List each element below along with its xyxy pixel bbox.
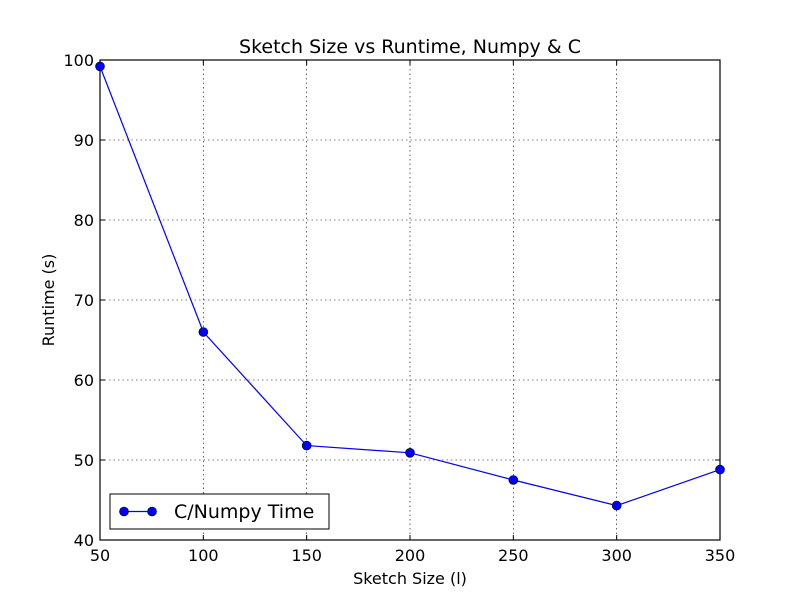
data-point: [611, 500, 622, 511]
data-point: [301, 440, 312, 451]
y-tick-label: 90: [74, 131, 94, 150]
data-point: [95, 61, 105, 72]
x-tick-label: 150: [291, 546, 322, 565]
x-tick-label: 50: [90, 546, 110, 565]
y-axis-label: Runtime (s): [39, 254, 58, 347]
x-tick-label: 300: [601, 546, 632, 565]
data-point: [405, 447, 415, 458]
y-tick-label: 50: [74, 451, 94, 470]
data-point: [198, 327, 209, 337]
x-tick-label: 350: [705, 546, 736, 565]
y-tick-label: 100: [63, 51, 94, 70]
legend-marker: [119, 506, 129, 517]
y-tick-label: 60: [74, 371, 94, 390]
grid-lines: [99, 59, 721, 541]
data-point: [715, 464, 725, 475]
y-tick-label: 40: [74, 531, 94, 550]
chart-title: Sketch Size vs Runtime, Numpy & C: [239, 36, 581, 58]
series-layer: [95, 61, 725, 511]
x-tick-label: 200: [395, 546, 426, 565]
legend-label: C/Numpy Time: [174, 501, 314, 523]
legend: C/Numpy Time: [109, 493, 330, 530]
y-tick-label: 70: [74, 291, 94, 310]
x-tick-label: 250: [498, 546, 529, 565]
x-axis-label: Sketch Size (l): [353, 569, 467, 588]
x-tick-label: 100: [188, 546, 219, 565]
data-point: [508, 475, 519, 485]
y-tick-label: 80: [74, 211, 94, 230]
legend-marker: [147, 506, 157, 517]
